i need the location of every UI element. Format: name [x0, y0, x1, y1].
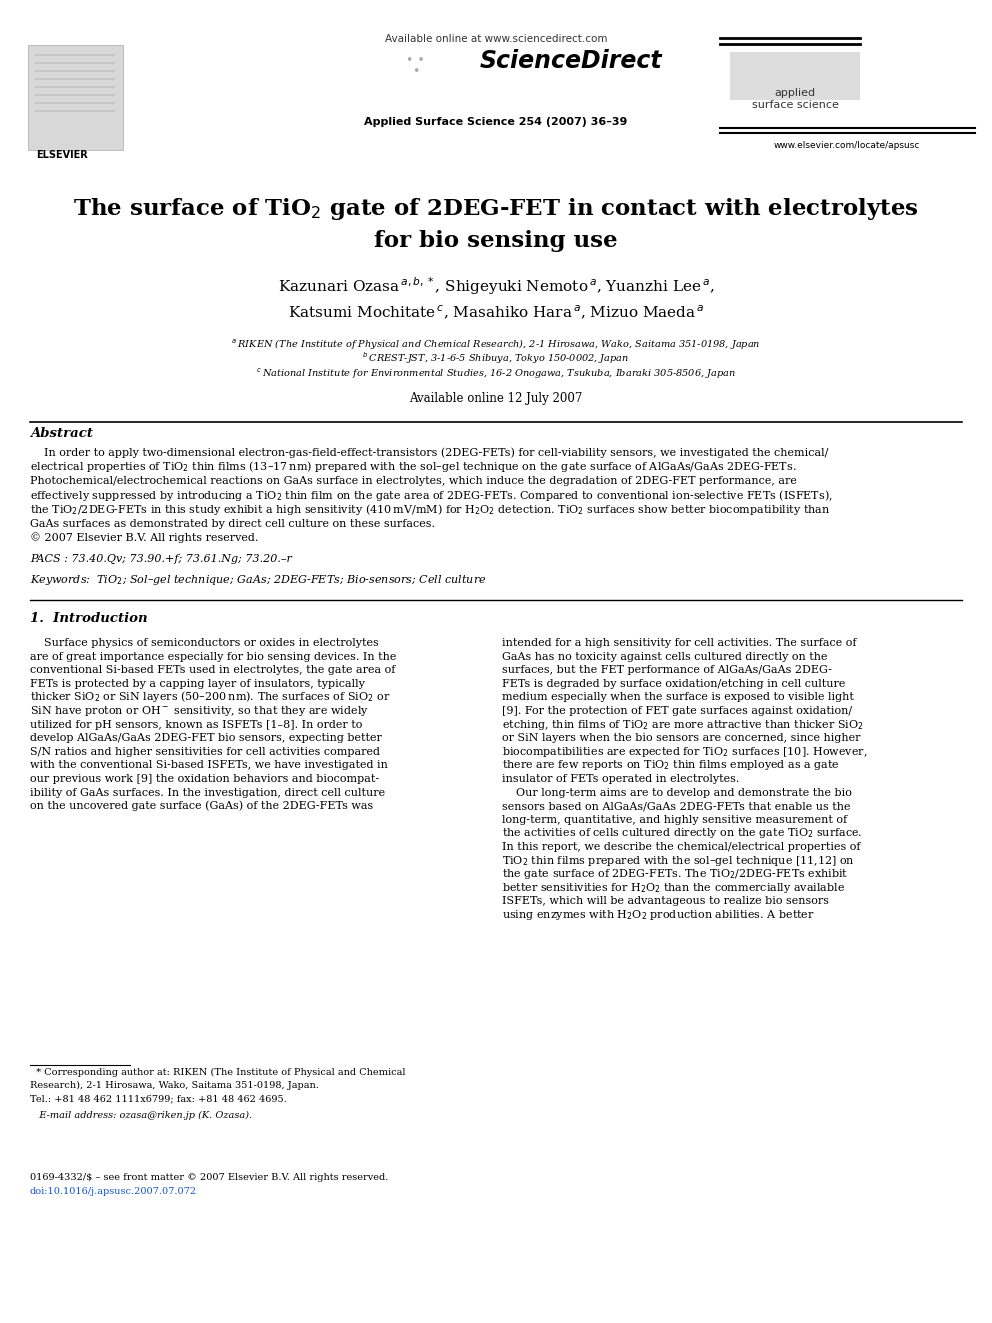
Text: $^{c}$ National Institute for Environmental Studies, 16-2 Onogawa, Tsukuba, Ibar: $^{c}$ National Institute for Environmen…	[256, 366, 736, 381]
Text: $^{b}$ CREST-JST, 3-1-6-5 Shibuya, Tokyo 150-0002, Japan: $^{b}$ CREST-JST, 3-1-6-5 Shibuya, Tokyo…	[362, 351, 630, 366]
Text: FETs is degraded by surface oxidation/etching in cell culture: FETs is degraded by surface oxidation/et…	[502, 679, 845, 689]
Text: ibility of GaAs surfaces. In the investigation, direct cell culture: ibility of GaAs surfaces. In the investi…	[30, 787, 385, 798]
Text: there are few reports on TiO$_2$ thin films employed as a gate: there are few reports on TiO$_2$ thin fi…	[502, 758, 840, 773]
Text: with the conventional Si-based ISFETs, we have investigated in: with the conventional Si-based ISFETs, w…	[30, 761, 388, 770]
Text: insulator of FETs operated in electrolytes.: insulator of FETs operated in electrolyt…	[502, 774, 739, 785]
Text: Kazunari Ozasa$^{\,a,b,*}$, Shigeyuki Nemoto$^{\,a}$, Yuanzhi Lee$^{\,a}$,: Kazunari Ozasa$^{\,a,b,*}$, Shigeyuki Ne…	[278, 275, 714, 296]
Text: GaAs has no toxicity against cells cultured directly on the: GaAs has no toxicity against cells cultu…	[502, 652, 827, 662]
Text: www.elsevier.com/locate/apsusc: www.elsevier.com/locate/apsusc	[774, 142, 921, 149]
Text: In this report, we describe the chemical/electrical properties of: In this report, we describe the chemical…	[502, 841, 860, 852]
Text: sensors based on AlGaAs/GaAs 2DEG-FETs that enable us the: sensors based on AlGaAs/GaAs 2DEG-FETs t…	[502, 802, 850, 811]
Text: Katsumi Mochitate$^{\,c}$, Masahiko Hara$^{\,a}$, Mizuo Maeda$^{\,a}$: Katsumi Mochitate$^{\,c}$, Masahiko Hara…	[288, 304, 704, 321]
Text: S/N ratios and higher sensitivities for cell activities compared: S/N ratios and higher sensitivities for …	[30, 746, 380, 757]
Text: biocompatibilities are expected for TiO$_2$ surfaces [10]. However,: biocompatibilities are expected for TiO$…	[502, 745, 868, 759]
Text: FETs is protected by a capping layer of insulators, typically: FETs is protected by a capping layer of …	[30, 679, 365, 689]
Bar	[0, 0, 992, 175]
Text: electrical properties of TiO$_2$ thin films (13–17 nm) prepared with the sol–gel: electrical properties of TiO$_2$ thin fi…	[30, 459, 797, 474]
Text: [9]. For the protection of FET gate surfaces against oxidation/: [9]. For the protection of FET gate surf…	[502, 706, 852, 716]
Text: The surface of TiO$_2$ gate of 2DEG-FET in contact with electrolytes: The surface of TiO$_2$ gate of 2DEG-FET …	[73, 196, 919, 222]
Text: utilized for pH sensors, known as ISFETs [1–8]. In order to: utilized for pH sensors, known as ISFETs…	[30, 720, 362, 729]
Text: Our long-term aims are to develop and demonstrate the bio: Our long-term aims are to develop and de…	[502, 787, 852, 798]
Text: the gate surface of 2DEG-FETs. The TiO$_2$/2DEG-FETs exhibit: the gate surface of 2DEG-FETs. The TiO$_…	[502, 867, 848, 881]
Text: Keywords:  TiO$_2$; Sol–gel technique; GaAs; 2DEG-FETs; Bio-sensors; Cell cultur: Keywords: TiO$_2$; Sol–gel technique; Ga…	[30, 573, 486, 587]
Text: conventional Si-based FETs used in electrolytes, the gate area of: conventional Si-based FETs used in elect…	[30, 665, 396, 675]
Text: $^{a}$ RIKEN (The Institute of Physical and Chemical Research), 2-1 Hirosawa, Wa: $^{a}$ RIKEN (The Institute of Physical …	[231, 337, 761, 352]
Text: Available online at www.sciencedirect.com: Available online at www.sciencedirect.co…	[385, 34, 607, 44]
Text: surfaces, but the FET performance of AlGaAs/GaAs 2DEG-: surfaces, but the FET performance of AlG…	[502, 665, 832, 675]
Text: medium especially when the surface is exposed to visible light: medium especially when the surface is ex…	[502, 692, 854, 703]
Text: intended for a high sensitivity for cell activities. The surface of: intended for a high sensitivity for cell…	[502, 638, 856, 648]
Text: PACS : 73.40.Qv; 73.90.+f; 73.61.Ng; 73.20.–r: PACS : 73.40.Qv; 73.90.+f; 73.61.Ng; 73.…	[30, 554, 292, 564]
Text: etching, thin films of TiO$_2$ are more attractive than thicker SiO$_2$: etching, thin films of TiO$_2$ are more …	[502, 717, 864, 732]
Text: SiN have proton or OH$^-$ sensitivity, so that they are widely: SiN have proton or OH$^-$ sensitivity, s…	[30, 704, 369, 718]
Text: Photochemical/electrochemical reactions on GaAs surface in electrolytes, which i: Photochemical/electrochemical reactions …	[30, 476, 797, 487]
Text: Applied Surface Science 254 (2007) 36–39: Applied Surface Science 254 (2007) 36–39	[364, 116, 628, 127]
Text: Surface physics of semiconductors or oxides in electrolytes: Surface physics of semiconductors or oxi…	[30, 638, 379, 648]
Text: doi:10.1016/j.apsusc.2007.07.072: doi:10.1016/j.apsusc.2007.07.072	[30, 1187, 197, 1196]
Text: on the uncovered gate surface (GaAs) of the 2DEG-FETs was: on the uncovered gate surface (GaAs) of …	[30, 800, 373, 811]
Text: the activities of cells cultured directly on the gate TiO$_2$ surface.: the activities of cells cultured directl…	[502, 827, 862, 840]
Text: Available online 12 July 2007: Available online 12 July 2007	[410, 392, 582, 405]
Text: or SiN layers when the bio sensors are concerned, since higher: or SiN layers when the bio sensors are c…	[502, 733, 860, 744]
Bar	[28, 45, 123, 149]
Text: Abstract: Abstract	[30, 427, 93, 441]
Text: using enzymes with H$_2$O$_2$ production abilities. A better: using enzymes with H$_2$O$_2$ production…	[502, 908, 814, 922]
Text: are of great importance especially for bio sensing devices. In the: are of great importance especially for b…	[30, 652, 397, 662]
Text: the TiO$_2$/2DEG-FETs in this study exhibit a high sensitivity (410 mV/mM) for H: the TiO$_2$/2DEG-FETs in this study exhi…	[30, 501, 830, 517]
Text: ScienceDirect: ScienceDirect	[480, 49, 663, 73]
Text: better sensitivities for H$_2$O$_2$ than the commercially available: better sensitivities for H$_2$O$_2$ than…	[502, 881, 845, 894]
Text: Tel.: +81 48 462 1111x6799; fax: +81 48 462 4695.: Tel.: +81 48 462 1111x6799; fax: +81 48 …	[30, 1094, 287, 1103]
Text: effectively suppressed by introducing a TiO$_2$ thin film on the gate area of 2D: effectively suppressed by introducing a …	[30, 488, 832, 503]
Text: E-mail address: ozasa@riken.jp (K. Ozasa).: E-mail address: ozasa@riken.jp (K. Ozasa…	[30, 1111, 252, 1121]
Text: ISFETs, which will be advantageous to realize bio sensors: ISFETs, which will be advantageous to re…	[502, 897, 829, 906]
Text: 1.  Introduction: 1. Introduction	[30, 613, 148, 624]
Text: © 2007 Elsevier B.V. All rights reserved.: © 2007 Elsevier B.V. All rights reserved…	[30, 532, 258, 544]
Text: long-term, quantitative, and highly sensitive measurement of: long-term, quantitative, and highly sens…	[502, 815, 847, 824]
Text: TiO$_2$ thin films prepared with the sol–gel technique [11,12] on: TiO$_2$ thin films prepared with the sol…	[502, 853, 855, 868]
Text: applied
surface science: applied surface science	[752, 87, 838, 110]
Text: thicker SiO$_2$ or SiN layers (50–200 nm). The surfaces of SiO$_2$ or: thicker SiO$_2$ or SiN layers (50–200 nm…	[30, 689, 390, 704]
Text: In order to apply two-dimensional electron-gas-field-effect-transistors (2DEG-FE: In order to apply two-dimensional electr…	[30, 447, 828, 458]
Bar	[730, 52, 860, 101]
Text: for bio sensing use: for bio sensing use	[374, 230, 618, 251]
Text: GaAs surfaces as demonstrated by direct cell culture on these surfaces.: GaAs surfaces as demonstrated by direct …	[30, 519, 435, 529]
Text: Research), 2-1 Hirosawa, Wako, Saitama 351-0198, Japan.: Research), 2-1 Hirosawa, Wako, Saitama 3…	[30, 1081, 318, 1090]
Text: our previous work [9] the oxidation behaviors and biocompat-: our previous work [9] the oxidation beha…	[30, 774, 379, 785]
Text: * Corresponding author at: RIKEN (The Institute of Physical and Chemical: * Corresponding author at: RIKEN (The In…	[30, 1068, 406, 1077]
Text: 0169-4332/$ – see front matter © 2007 Elsevier B.V. All rights reserved.: 0169-4332/$ – see front matter © 2007 El…	[30, 1174, 389, 1181]
Text: ELSEVIER: ELSEVIER	[36, 149, 88, 160]
Text: develop AlGaAs/GaAs 2DEG-FET bio sensors, expecting better: develop AlGaAs/GaAs 2DEG-FET bio sensors…	[30, 733, 382, 744]
Text: • •
 •: • • •	[406, 54, 425, 78]
